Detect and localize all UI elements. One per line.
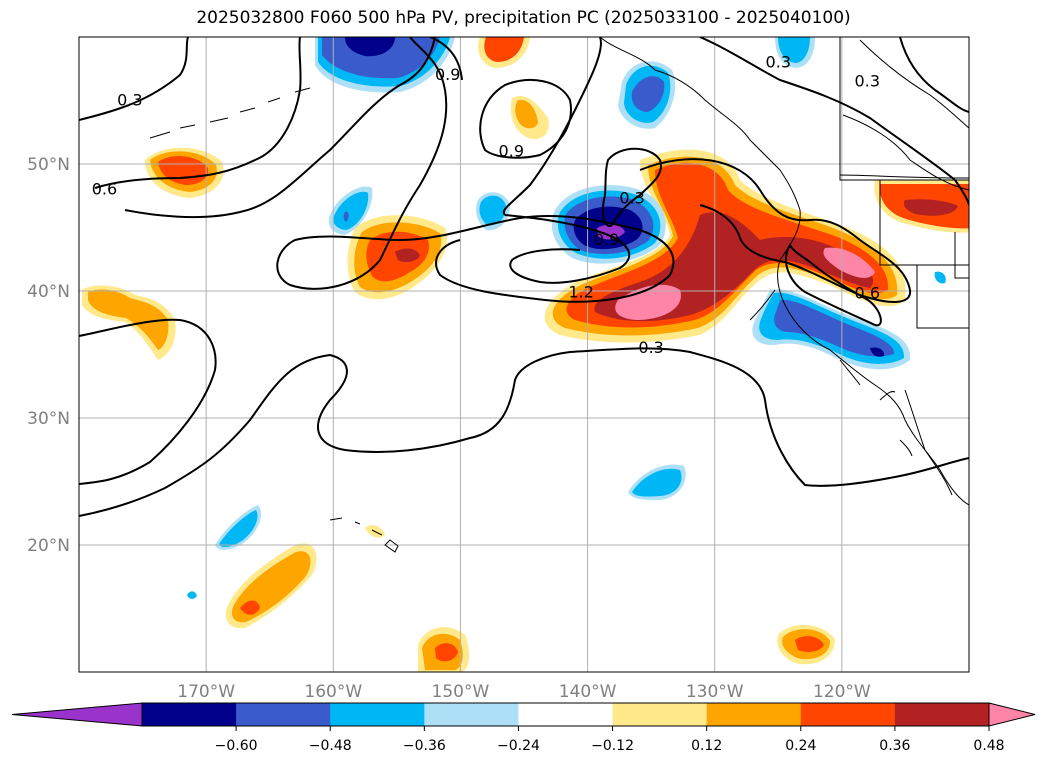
contour-label: 0.3 xyxy=(619,188,644,207)
contour-label: 0.6 xyxy=(92,179,117,198)
colorbar-tick-label: −0.24 xyxy=(497,738,540,754)
latitude-label: 30°N xyxy=(27,409,70,429)
colorbar-tick-label: −0.60 xyxy=(215,738,258,754)
contour-label: 0.3 xyxy=(855,71,880,90)
colorbar-segment xyxy=(518,703,614,726)
longitude-label: 170°W xyxy=(177,682,235,702)
contour-label: 0.9 xyxy=(435,65,460,84)
latitude-label: 50°N xyxy=(27,155,70,175)
colorbar-segment xyxy=(424,703,519,726)
longitude-label: 120°W xyxy=(813,682,871,702)
longitude-label: 150°W xyxy=(432,682,490,702)
contour-label: 1.2 xyxy=(568,282,593,301)
latitude-label: 40°N xyxy=(27,282,70,302)
contour-label: 0.3 xyxy=(117,91,142,110)
longitude-label: 130°W xyxy=(686,682,744,702)
colorbar-segment xyxy=(142,703,237,726)
colorbar-segment xyxy=(330,703,425,726)
coastlines xyxy=(149,37,969,553)
map-frame xyxy=(78,36,970,673)
contour-label: 0.6 xyxy=(855,284,880,303)
contour-label: 0.6 xyxy=(41,332,66,351)
colorbar-segment xyxy=(612,703,708,726)
colorbar: −0.60 −0.48 −0.36 −0.24 −0.12 0.12 0.24 0.36 0.4… xyxy=(11,702,1036,754)
colorbar-extend-min xyxy=(11,702,143,727)
colorbar-tick-label: −0.12 xyxy=(591,738,634,754)
contour-label: 0.9 xyxy=(594,230,619,249)
colorbar-segment xyxy=(894,703,990,726)
longitude-labels: 170°W 160°W 150°W 140°W 130°W 120°W xyxy=(177,682,871,702)
map-plot-area: 0.3 0.6 0.6 0.9 0.9 0.3 0.9 1.2 0.3 0.6 0.3 0.3 xyxy=(40,37,969,672)
colorbar-tick-label: −0.36 xyxy=(403,738,446,754)
map-gridlines xyxy=(79,37,969,672)
contour-label-bg xyxy=(40,332,68,350)
contour-label: 0.3 xyxy=(766,52,791,71)
colorbar-segment xyxy=(706,703,802,726)
longitude-label: 160°W xyxy=(304,682,362,702)
colorbar-tick-label: 0.12 xyxy=(691,738,722,754)
latitude-labels: 20°N 30°N 40°N 50°N xyxy=(27,155,70,556)
colorbar-tick-label: 0.24 xyxy=(785,738,816,754)
colorbar-segment xyxy=(236,703,331,726)
contour-labels: 0.3 0.6 0.6 0.9 0.9 0.3 0.9 1.2 0.3 0.6 0.3 0.3 xyxy=(40,52,880,357)
contour-label: 0.9 xyxy=(499,141,524,160)
colorbar-frame xyxy=(141,702,990,727)
contour-label: 0.3 xyxy=(638,338,663,357)
latitude-label: 20°N xyxy=(27,536,70,556)
map-title: 2025032800 F060 500 hPa PV, precipitatio… xyxy=(196,8,851,28)
colorbar-tick-label: 0.48 xyxy=(973,738,1004,754)
pv-contours xyxy=(79,37,969,517)
longitude-label: 140°W xyxy=(559,682,617,702)
colorbar-extend-max xyxy=(988,702,1036,727)
colorbar-tick-label: −0.48 xyxy=(309,738,352,754)
colorbar-segment xyxy=(800,703,896,726)
colorbar-tick-label: 0.36 xyxy=(879,738,910,754)
